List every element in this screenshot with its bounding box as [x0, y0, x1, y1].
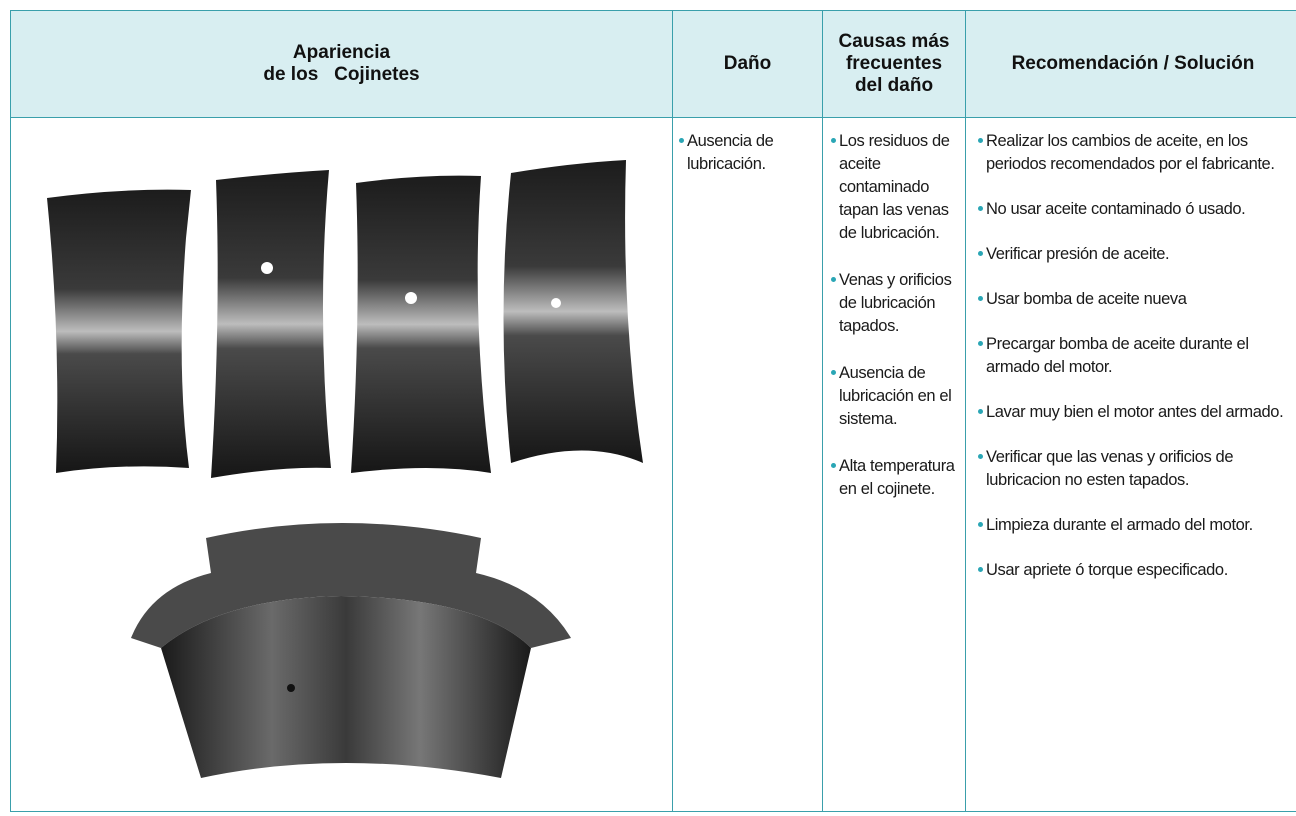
causes-cell: Los residuos de aceite contaminado tapan… [822, 117, 966, 812]
solutions-item: Realizar los cambios de aceite, en los p… [976, 130, 1292, 176]
bearing-flanged [131, 523, 571, 778]
causes-item: Venas y orificios de lubricación tapados… [829, 269, 959, 338]
bearing-shells [47, 160, 643, 478]
header-cell: Apariencia de los Cojinetes [10, 10, 673, 118]
causes-item: Ausencia de lubricación en el sistema. [829, 362, 959, 431]
solutions-item: Verificar presión de aceite. [976, 243, 1292, 266]
causes-item: Los residuos de aceite contaminado tapan… [829, 130, 959, 245]
header-cell: Recomendación / Solución [965, 10, 1296, 118]
solutions-item: Limpieza durante el armado del motor. [976, 514, 1292, 537]
damage-list: Ausencia de lubricación. [673, 118, 822, 176]
damage-cell: Ausencia de lubricación. [672, 117, 823, 812]
body-row: Ausencia de lubricación. Los residuos de… [10, 117, 1296, 812]
header-row: Apariencia de los Cojinetes Daño Causas … [10, 10, 1296, 118]
solutions-item: Usar bomba de aceite nueva [976, 288, 1292, 311]
table-wrap: Apariencia de los Cojinetes Daño Causas … [10, 10, 1296, 816]
solutions-cell: Realizar los cambios de aceite, en los p… [965, 117, 1296, 812]
damage-table: Apariencia de los Cojinetes Daño Causas … [10, 10, 1296, 812]
damage-item: Ausencia de lubricación. [677, 130, 818, 176]
causes-item: Alta temperatura en el cojinete. [829, 455, 959, 501]
solutions-item: Precargar bomba de aceite durante el arm… [976, 333, 1292, 379]
header-cell: Causas más frecuentes del daño [822, 10, 966, 118]
solutions-item: Usar apriete ó torque especificado. [976, 559, 1292, 582]
solutions-list: Realizar los cambios de aceite, en los p… [966, 118, 1296, 582]
header-cell: Daño [672, 10, 823, 118]
solutions-item: Verificar que las venas y orificios de l… [976, 446, 1292, 492]
bearing-photos [47, 160, 643, 778]
causes-list: Los residuos de aceite contaminado tapan… [823, 118, 965, 501]
solutions-item: No usar aceite contaminado ó usado. [976, 198, 1292, 221]
solutions-item: Lavar muy bien el motor antes del armado… [976, 401, 1292, 424]
image-cell [10, 117, 673, 812]
